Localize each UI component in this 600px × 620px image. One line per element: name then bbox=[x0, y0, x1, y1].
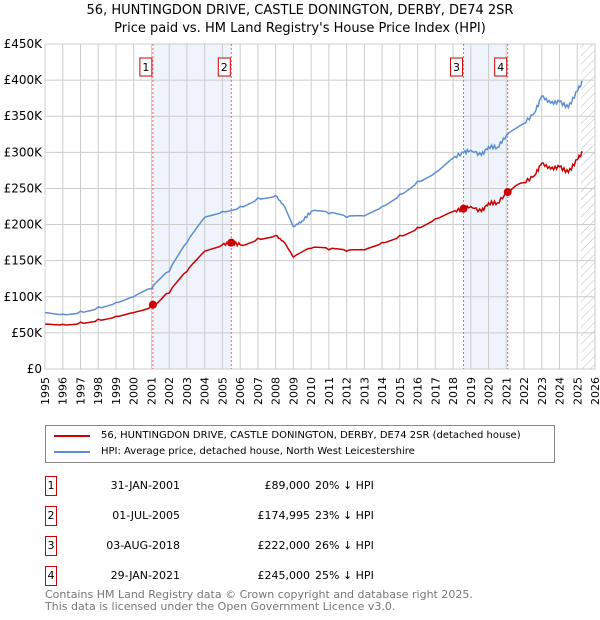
marker-number: 3 bbox=[45, 536, 57, 556]
x-tick-label: 2002 bbox=[163, 377, 176, 405]
x-tick-label: 2022 bbox=[518, 377, 531, 405]
sale-marker-label: 3 bbox=[453, 61, 460, 74]
transaction-row: 1 31-JAN-2001 £89,000 20% ↓ HPI bbox=[45, 476, 445, 496]
legend-label: 56, HUNTINGDON DRIVE, CASTLE DONINGTON, … bbox=[101, 430, 521, 441]
sale-marker-box bbox=[450, 57, 464, 77]
x-tick-label: 2016 bbox=[412, 377, 425, 405]
x-tick-label: 2004 bbox=[199, 377, 212, 405]
sale-price: £89,000 bbox=[264, 479, 311, 492]
hpi-diff: 26% ↓ HPI bbox=[315, 539, 374, 552]
y-tick-label: £300K bbox=[4, 145, 44, 159]
title-line-2: Price paid vs. HM Land Registry's House … bbox=[114, 21, 486, 36]
sale-point bbox=[459, 204, 468, 213]
blue-line-swatch bbox=[54, 451, 90, 453]
footer-line-2: This data is licensed under the Open Gov… bbox=[45, 600, 396, 613]
x-tick-label: 2026 bbox=[589, 377, 600, 405]
marker-number: 1 bbox=[45, 476, 57, 496]
transaction-row: 3 03-AUG-2018 £222,000 26% ↓ HPI bbox=[45, 536, 445, 556]
x-tick-label: 2005 bbox=[216, 377, 229, 405]
y-tick-label: £0 bbox=[27, 362, 42, 376]
y-tick-label: £450K bbox=[4, 37, 44, 51]
y-tick-label: £50K bbox=[11, 326, 43, 340]
x-tick-label: 1995 bbox=[39, 377, 52, 405]
transaction-row: 4 29-JAN-2021 £245,000 25% ↓ HPI bbox=[45, 566, 445, 586]
x-tick-label: 1999 bbox=[110, 377, 123, 405]
marker-number: 4 bbox=[45, 566, 57, 586]
plot-border bbox=[44, 43, 596, 370]
hpi-line bbox=[44, 80, 583, 316]
footer-line-1: Contains HM Land Registry data © Crown c… bbox=[45, 588, 473, 601]
hpi-diff: 23% ↓ HPI bbox=[315, 509, 374, 522]
x-tick-label: 2008 bbox=[270, 377, 283, 405]
property-price-line bbox=[44, 151, 583, 326]
sale-point bbox=[227, 238, 236, 247]
y-tick-label: £400K bbox=[4, 73, 44, 87]
x-tick-label: 1998 bbox=[92, 377, 105, 405]
sale-marker-label: 2 bbox=[221, 61, 228, 74]
y-tick-label: £150K bbox=[4, 254, 44, 268]
x-tick-label: 2003 bbox=[181, 377, 194, 405]
title-line-1: 56, HUNTINGDON DRIVE, CASTLE DONINGTON, … bbox=[86, 3, 514, 18]
sale-date: 03-AUG-2018 bbox=[106, 539, 180, 552]
x-tick-label: 2023 bbox=[536, 377, 549, 405]
x-tick-label: 1996 bbox=[57, 377, 70, 405]
legend-item-property: 56, HUNTINGDON DRIVE, CASTLE DONINGTON, … bbox=[54, 430, 521, 442]
x-tick-label: 2001 bbox=[145, 377, 158, 405]
x-tick-label: 2020 bbox=[483, 377, 496, 405]
x-tick-label: 2014 bbox=[376, 377, 389, 405]
x-tick-label: 2009 bbox=[287, 377, 300, 405]
y-tick-label: £250K bbox=[4, 181, 44, 195]
x-tick-label: 2007 bbox=[252, 377, 265, 405]
legend-item-hpi: HPI: Average price, detached house, Nort… bbox=[54, 446, 415, 458]
sale-price: £222,000 bbox=[257, 539, 311, 552]
x-tick-label: 2017 bbox=[429, 377, 442, 405]
shaded-period bbox=[152, 44, 232, 369]
hpi-diff: 25% ↓ HPI bbox=[315, 569, 374, 582]
sale-date: 29-JAN-2021 bbox=[110, 569, 180, 582]
x-tick-label: 2010 bbox=[305, 377, 318, 405]
transaction-row: 2 01-JUL-2005 £174,995 23% ↓ HPI bbox=[45, 506, 445, 526]
sale-marker-box bbox=[217, 57, 231, 77]
y-tick-label: £350K bbox=[4, 109, 44, 123]
x-tick-label: 1997 bbox=[74, 377, 87, 405]
sale-date: 31-JAN-2001 bbox=[110, 479, 180, 492]
sale-marker-label: 4 bbox=[497, 61, 504, 74]
footer: Contains HM Land Registry data © Crown c… bbox=[45, 589, 473, 613]
x-tick-label: 2011 bbox=[323, 377, 336, 405]
x-tick-label: 2021 bbox=[500, 377, 513, 405]
x-tick-label: 2019 bbox=[465, 377, 478, 405]
x-tick-label: 2006 bbox=[234, 377, 247, 405]
x-tick-label: 2018 bbox=[447, 377, 460, 405]
red-line-swatch bbox=[54, 435, 90, 437]
hpi-diff: 20% ↓ HPI bbox=[315, 479, 374, 492]
sale-marker-label: 1 bbox=[142, 61, 149, 74]
y-tick-label: £200K bbox=[4, 218, 44, 232]
sale-point bbox=[148, 300, 157, 309]
legend-label: HPI: Average price, detached house, Nort… bbox=[101, 446, 415, 457]
x-tick-label: 2013 bbox=[358, 377, 371, 405]
sale-marker-box bbox=[494, 57, 508, 77]
x-tick-label: 2025 bbox=[571, 377, 584, 405]
sale-marker-box bbox=[139, 57, 153, 77]
sale-point bbox=[503, 188, 512, 197]
sale-date: 01-JUL-2005 bbox=[112, 509, 180, 522]
y-tick-label: £100K bbox=[4, 290, 44, 304]
chart-title: 56, HUNTINGDON DRIVE, CASTLE DONINGTON, … bbox=[0, 2, 600, 38]
forecast-hatch bbox=[580, 44, 595, 369]
marker-number: 2 bbox=[45, 506, 57, 526]
price-chart: 1995 1996 1997 1998 1999 2000 2001 2002 2003 2004… bbox=[4, 37, 600, 405]
x-tick-label: 2024 bbox=[554, 377, 567, 405]
x-tick-label: 2000 bbox=[128, 377, 141, 405]
sale-price: £245,000 bbox=[257, 569, 311, 582]
legend: 56, HUNTINGDON DRIVE, CASTLE DONINGTON, … bbox=[45, 425, 555, 463]
sale-price: £174,995 bbox=[257, 509, 311, 522]
x-tick-label: 2012 bbox=[341, 377, 354, 405]
x-tick-label: 2015 bbox=[394, 377, 407, 405]
